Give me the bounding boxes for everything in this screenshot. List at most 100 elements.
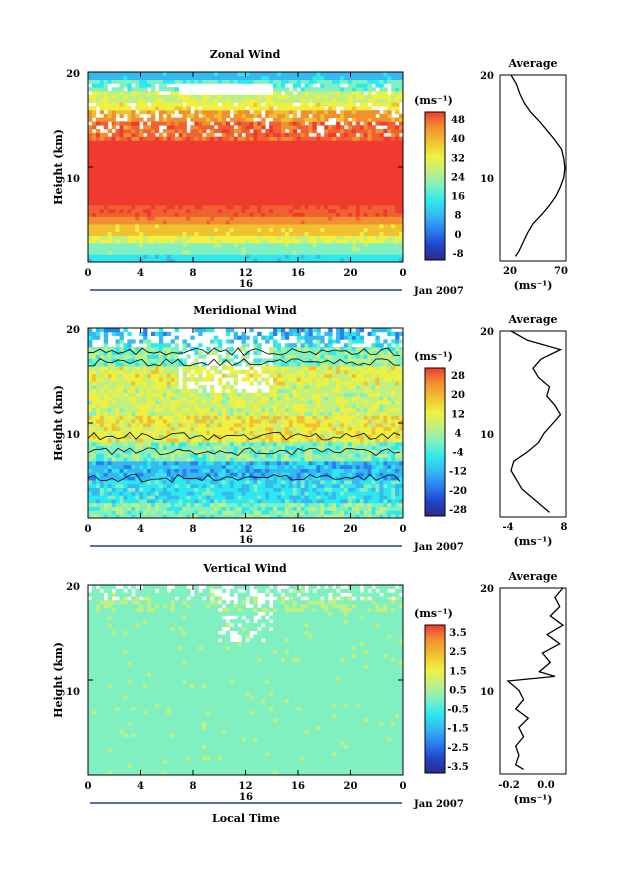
heatmap-cell	[371, 140, 376, 145]
heatmap-cell	[166, 250, 172, 255]
heatmap-cell	[316, 163, 321, 168]
heatmap-cell	[88, 438, 93, 443]
heatmap-cell	[162, 369, 168, 374]
heatmap-cell	[340, 231, 345, 236]
heatmap-cell	[119, 189, 124, 194]
heatmap-cell	[151, 258, 156, 263]
heatmap-cell	[127, 189, 132, 194]
heatmap-cell	[343, 163, 349, 168]
heatmap-cell	[229, 178, 235, 183]
heatmap-cell	[107, 243, 113, 248]
heatmap-cell	[269, 205, 274, 210]
heatmap-cell	[170, 502, 176, 507]
heatmap-cell	[296, 186, 302, 191]
heatmap-cell	[300, 258, 305, 263]
heatmap-cell	[371, 250, 376, 255]
heatmap-cell	[257, 182, 262, 187]
heatmap-cell	[131, 197, 136, 202]
heatmap-cell	[178, 404, 183, 409]
heatmap-cell	[115, 193, 120, 198]
heatmap-cell	[210, 243, 215, 248]
colorbar-tick-label: 24	[451, 172, 465, 183]
heatmap-cell	[261, 231, 266, 236]
heatmap-cell	[111, 331, 116, 336]
heatmap-cell	[347, 167, 353, 172]
heatmap-cell	[371, 136, 376, 141]
heatmap-cell	[131, 72, 136, 77]
heatmap-cell	[88, 328, 93, 333]
heatmap-cell	[273, 102, 278, 107]
heatmap-cell	[332, 79, 337, 84]
heatmap-cell	[202, 193, 207, 198]
heatmap-cell	[127, 201, 132, 206]
heatmap-cell	[147, 506, 152, 511]
heatmap-cell	[375, 243, 380, 248]
heatmap-cell	[127, 121, 132, 126]
heatmap-cell	[312, 246, 317, 251]
heatmap-cell	[284, 121, 290, 126]
heatmap-cell	[206, 167, 211, 172]
heatmap-cell	[320, 243, 325, 248]
heatmap-cell	[312, 106, 317, 111]
xtick-label: 16	[291, 268, 305, 279]
heatmap-cell	[359, 186, 365, 191]
heatmap-cell	[143, 155, 148, 160]
heatmap-cell	[139, 362, 144, 367]
heatmap-cell	[91, 449, 97, 454]
heatmap-cell	[284, 144, 290, 149]
heatmap-cell	[221, 216, 227, 221]
heatmap-cell	[135, 186, 140, 191]
heatmap-cell	[182, 404, 187, 409]
heatmap-cell	[233, 216, 239, 221]
heatmap-cell	[217, 250, 223, 255]
heatmap-cell	[135, 476, 140, 481]
heatmap-cell	[186, 163, 191, 168]
heatmap-cell	[139, 491, 144, 496]
heatmap-cell	[166, 254, 172, 259]
heatmap-cell	[158, 170, 164, 175]
heatmap-cell	[182, 434, 187, 439]
heatmap-cell	[214, 254, 219, 259]
heatmap-cell	[88, 396, 93, 401]
heatmap-cell	[143, 163, 148, 168]
heatmap-cell	[336, 83, 341, 88]
heatmap-cell	[91, 411, 97, 416]
heatmap-cell	[115, 468, 120, 473]
heatmap-cell	[340, 167, 345, 172]
heatmap-cell	[316, 91, 321, 96]
heatmap-cell	[292, 121, 298, 126]
heatmap-cell	[119, 224, 124, 229]
heatmap-cell	[308, 110, 313, 115]
heatmap-cell	[107, 358, 113, 363]
heatmap-cell	[280, 132, 286, 137]
heatmap-cell	[292, 140, 298, 145]
heatmap-cell	[127, 79, 132, 84]
title-meridional: Meridional Wind	[193, 304, 297, 317]
heatmap-cell	[202, 136, 207, 141]
heatmap-cell	[324, 227, 329, 232]
heatmap-cell	[304, 148, 309, 153]
heatmap-cell	[347, 98, 353, 103]
heatmap-cell	[139, 129, 144, 134]
heatmap-cell	[336, 246, 341, 251]
heatmap-cell	[174, 186, 179, 191]
heatmap-cell	[139, 148, 144, 153]
heatmap-cell	[151, 170, 156, 175]
heatmap-cell	[91, 442, 97, 447]
heatmap-cell	[91, 167, 97, 172]
heatmap-cell	[99, 83, 105, 88]
heatmap-cell	[166, 388, 172, 393]
heatmap-cell	[241, 75, 246, 80]
heatmap-cell	[399, 87, 404, 92]
heatmap-cell	[379, 140, 384, 145]
heatmap-cell	[170, 258, 176, 263]
heatmap-cell	[245, 72, 250, 77]
heatmap-cell	[371, 197, 376, 202]
heatmap-cell	[277, 170, 282, 175]
heatmap-cell	[88, 129, 93, 134]
heatmap-cell	[214, 110, 219, 115]
heatmap-cell	[147, 132, 152, 137]
heatmap-cell	[151, 430, 156, 435]
heatmap-cell	[95, 506, 101, 511]
heatmap-cell	[111, 472, 116, 477]
